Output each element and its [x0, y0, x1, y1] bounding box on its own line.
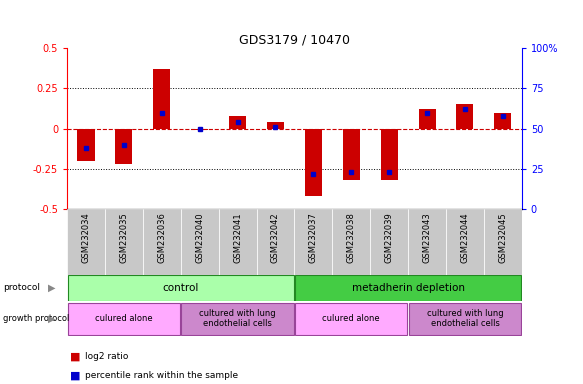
Text: protocol: protocol [3, 283, 40, 293]
Text: GSM232034: GSM232034 [82, 213, 90, 263]
Text: cultured with lung
endothelial cells: cultured with lung endothelial cells [427, 309, 503, 328]
Bar [409, 303, 521, 334]
Text: GSM232036: GSM232036 [157, 213, 166, 263]
Text: ▶: ▶ [48, 314, 55, 324]
Bar [295, 303, 408, 334]
Bar [381, 129, 398, 180]
Bar [68, 303, 180, 334]
Text: GSM232039: GSM232039 [385, 213, 394, 263]
Text: growth protocol: growth protocol [3, 314, 69, 323]
Text: culured alone: culured alone [95, 314, 153, 323]
Text: ■: ■ [70, 351, 80, 361]
Bar [332, 209, 370, 275]
Bar [370, 209, 408, 275]
Bar [494, 113, 511, 129]
Text: GSM232044: GSM232044 [461, 213, 469, 263]
Text: GSM232043: GSM232043 [423, 213, 431, 263]
Text: GSM232040: GSM232040 [195, 213, 204, 263]
Text: ■: ■ [70, 371, 80, 381]
Bar [181, 303, 294, 334]
Bar [153, 69, 170, 129]
Bar [456, 104, 473, 129]
Bar [67, 209, 105, 275]
Text: GSM232035: GSM232035 [120, 213, 128, 263]
Bar [68, 275, 294, 301]
Bar [115, 129, 132, 164]
Bar [419, 109, 436, 129]
Bar [105, 209, 143, 275]
Bar [78, 129, 94, 161]
Text: control: control [163, 283, 199, 293]
Title: GDS3179 / 10470: GDS3179 / 10470 [239, 34, 350, 47]
Text: GSM232041: GSM232041 [233, 213, 242, 263]
Text: ▶: ▶ [48, 283, 55, 293]
Text: culured alone: culured alone [322, 314, 380, 323]
Text: percentile rank within the sample: percentile rank within the sample [85, 371, 238, 380]
Bar [294, 209, 332, 275]
Bar [257, 209, 294, 275]
Bar [446, 209, 484, 275]
Bar [219, 209, 257, 275]
Text: log2 ratio: log2 ratio [85, 352, 128, 361]
Bar [295, 275, 521, 301]
Text: GSM232038: GSM232038 [347, 213, 356, 263]
Bar [267, 122, 284, 129]
Bar [229, 116, 246, 129]
Bar [305, 129, 322, 196]
Bar [343, 129, 360, 180]
Text: cultured with lung
endothelial cells: cultured with lung endothelial cells [199, 309, 276, 328]
Bar [408, 209, 446, 275]
Text: GSM232037: GSM232037 [309, 213, 318, 263]
Bar [181, 209, 219, 275]
Text: GSM232042: GSM232042 [271, 213, 280, 263]
Text: metadherin depletion: metadherin depletion [352, 283, 465, 293]
Bar [191, 129, 208, 130]
Text: GSM232045: GSM232045 [498, 213, 507, 263]
Bar [143, 209, 181, 275]
Bar [484, 209, 522, 275]
